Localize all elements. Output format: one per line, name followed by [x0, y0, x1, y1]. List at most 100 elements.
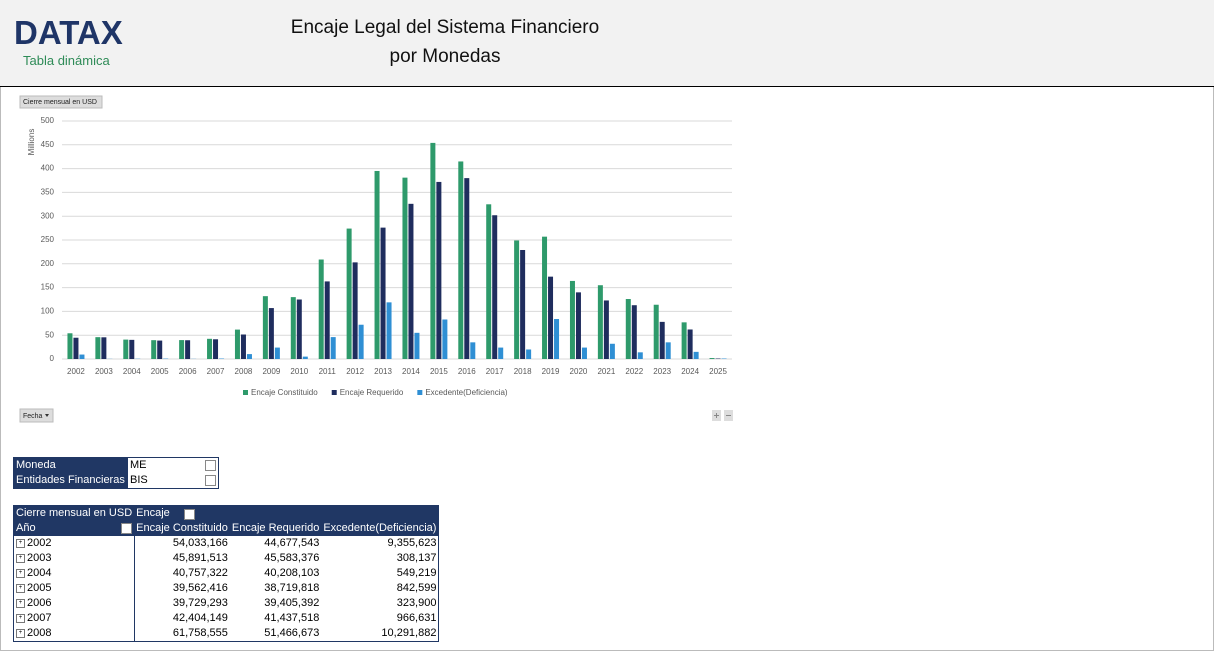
data-row: +2007 42,404,149 41,437,518 966,631 — [13, 611, 439, 626]
expand-icon[interactable]: + — [16, 598, 25, 608]
bar — [498, 347, 504, 359]
bar — [603, 300, 609, 359]
field-button-label: Fecha — [23, 413, 43, 420]
y-tick-label: 300 — [41, 211, 55, 220]
bar — [213, 339, 219, 359]
bar — [492, 215, 498, 359]
x-tick-label: 2015 — [430, 367, 448, 376]
bar — [430, 142, 436, 359]
expand-icon[interactable]: + — [16, 553, 25, 563]
field-button[interactable] — [19, 95, 103, 109]
bar — [709, 358, 715, 359]
header-row: Año Encaje Constituido Encaje Requerido Exc… — [13, 521, 439, 536]
bar — [542, 236, 548, 359]
x-tick-label: 2013 — [374, 367, 392, 376]
value-cell: 45,891,513 — [172, 552, 228, 564]
y-tick-label: 250 — [41, 235, 55, 244]
bar — [185, 340, 191, 359]
filter-icon[interactable] — [205, 460, 216, 471]
filter-label: Entidades Financieras — [13, 473, 128, 489]
subtitle: Tabla dinámica — [23, 53, 110, 68]
value-cell: 41,437,518 — [264, 612, 320, 624]
bar — [318, 259, 324, 359]
data-row: +2003 45,891,513 45,583,376 308,137 — [13, 551, 439, 566]
filter-row: Moneda ME — [13, 457, 219, 473]
bar — [637, 352, 643, 359]
y-tick-label: 150 — [41, 283, 55, 292]
x-tick-label: 2008 — [235, 367, 253, 376]
bar — [402, 177, 408, 359]
value-cell: 42,404,149 — [172, 612, 228, 624]
bar — [631, 305, 637, 359]
bar — [79, 354, 85, 359]
filter-icon[interactable] — [121, 523, 133, 534]
x-tick-label: 2006 — [179, 367, 197, 376]
expand-icon[interactable]: + — [16, 583, 25, 593]
x-tick-label: 2023 — [653, 367, 671, 376]
data-row: +2002 54,033,166 44,677,543 9,355,623 — [13, 536, 439, 551]
legend-label: Excedente(Deficiencia) — [425, 388, 508, 397]
filter-icon[interactable] — [205, 475, 216, 486]
x-tick-label: 2019 — [542, 367, 560, 376]
header: DATAX Tabla dinámica Encaje Legal del Si… — [0, 0, 1214, 87]
value-cell: 44,677,543 — [264, 537, 320, 549]
bar — [95, 337, 101, 359]
filter-value: ME — [127, 457, 219, 473]
expand-icon[interactable]: + — [16, 538, 25, 548]
legend-swatch — [331, 390, 337, 395]
value-cell: 40,757,322 — [172, 567, 228, 579]
column-header: Año — [13, 521, 135, 536]
value-cell: 842,599 — [396, 582, 437, 594]
pivot-table: Cierre mensual en USD Encaje Año Encaje Con… — [13, 505, 440, 642]
bar — [687, 329, 693, 359]
chart: Cierre mensual en USD Fecha Millions 0 50… — [19, 95, 733, 423]
x-tick-label: 2011 — [319, 367, 337, 376]
value-cell: 10,291,882 — [381, 627, 437, 639]
x-tick-label: 2007 — [207, 367, 225, 376]
year-cell: +2008 — [13, 626, 135, 642]
bar — [151, 340, 157, 359]
x-tick-label: 2012 — [346, 367, 364, 376]
bar — [665, 342, 671, 359]
bar — [554, 319, 560, 359]
filter-icon[interactable] — [183, 508, 195, 520]
year-label: 2002 — [27, 537, 52, 549]
bar — [548, 276, 554, 359]
value-cell: 51,466,673 — [264, 627, 320, 639]
value-cell: 45,583,376 — [264, 552, 320, 564]
expand-icon[interactable]: + — [16, 628, 25, 638]
expand-icon[interactable]: + — [16, 568, 25, 578]
filter-table: Moneda ME Entidades Financieras BIS — [13, 457, 219, 489]
bar — [240, 334, 246, 359]
bar — [234, 329, 240, 359]
logo: DATAX — [14, 14, 123, 51]
x-tick-label: 2014 — [402, 367, 420, 376]
y-tick-label: 450 — [41, 140, 55, 149]
y-tick-label: 0 — [50, 354, 55, 363]
bar — [101, 337, 107, 359]
x-tick-label: 2022 — [625, 367, 643, 376]
bar — [653, 304, 659, 359]
bar — [659, 321, 665, 359]
bar — [681, 322, 687, 359]
x-tick-label: 2024 — [681, 367, 699, 376]
bar — [262, 296, 268, 359]
bar — [67, 333, 73, 359]
legend-label: Encaje Requerido — [340, 388, 404, 397]
value-cell: 323,900 — [396, 597, 437, 609]
bar — [470, 342, 476, 359]
expand-icon[interactable]: + — [16, 613, 25, 623]
field-button-label: Cierre mensual en USD — [23, 99, 97, 106]
button-icons — [714, 413, 731, 418]
y-tick-label: 50 — [45, 330, 54, 339]
year-label: 2008 — [27, 627, 52, 639]
bar — [157, 340, 163, 359]
bar — [526, 349, 532, 359]
bar — [575, 292, 581, 359]
x-tick-label: 2016 — [458, 367, 476, 376]
y-tick-label: 400 — [41, 164, 55, 173]
field-button[interactable] — [19, 408, 54, 423]
x-tick-label: 2010 — [290, 367, 308, 376]
year-label: 2003 — [27, 552, 52, 564]
